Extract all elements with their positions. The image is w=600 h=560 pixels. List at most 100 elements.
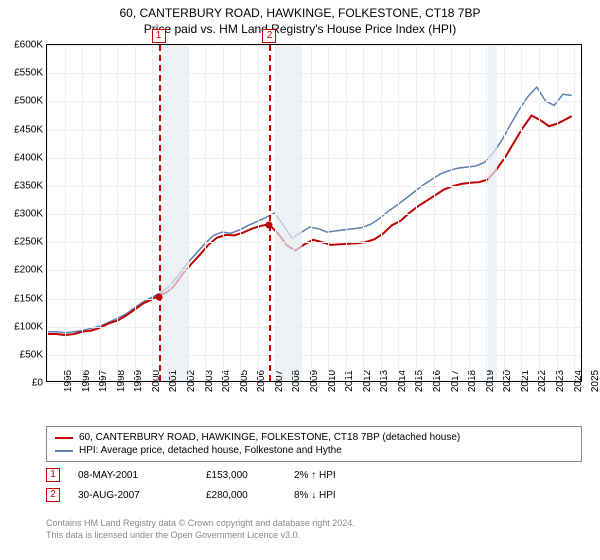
marker-number-box: 1: [152, 29, 166, 43]
gridline-v: [240, 45, 241, 381]
ytick-label: £550K: [14, 68, 47, 79]
xtick-label: 1996: [77, 370, 92, 392]
gridline-v: [346, 45, 347, 381]
ytick-label: £250K: [14, 237, 47, 248]
legend-swatch: [55, 450, 73, 452]
gridline-v: [398, 45, 399, 381]
ytick-label: £350K: [14, 180, 47, 191]
event-date: 08-MAY-2001: [78, 470, 188, 481]
gridline-v: [557, 45, 558, 381]
gridline-v: [82, 45, 83, 381]
shaded-band: [159, 45, 188, 381]
ytick-label: £600K: [14, 40, 47, 51]
event-price: £280,000: [206, 490, 276, 501]
title-line-2: Price paid vs. HM Land Registry's House …: [0, 22, 600, 36]
xtick-label: 2018: [463, 370, 478, 392]
legend-row-hpi: HPI: Average price, detached house, Folk…: [55, 444, 573, 457]
marker-number-box: 2: [262, 29, 276, 43]
xtick-label: 2017: [446, 370, 461, 392]
marker-line: [269, 45, 271, 381]
ytick-label: £500K: [14, 96, 47, 107]
xtick-label: 2022: [533, 370, 548, 392]
event-row: 1 08-MAY-2001 £153,000 2% ↑ HPI: [46, 468, 336, 482]
shaded-band: [275, 45, 301, 381]
gridline-h: [47, 355, 581, 356]
gridline-h: [47, 45, 581, 46]
xtick-label: 1995: [59, 370, 74, 392]
gridline-h: [47, 270, 581, 271]
gridline-v: [486, 45, 487, 381]
xtick-label: 2023: [551, 370, 566, 392]
marker-line: [159, 45, 161, 381]
xtick-label: 2002: [182, 370, 197, 392]
xtick-label: 2003: [200, 370, 215, 392]
gridline-h: [47, 327, 581, 328]
gridline-h: [47, 186, 581, 187]
gridline-v: [100, 45, 101, 381]
event-number-box: 1: [46, 468, 60, 482]
gridline-v: [504, 45, 505, 381]
gridline-v: [293, 45, 294, 381]
event-row: 2 30-AUG-2007 £280,000 8% ↓ HPI: [46, 488, 336, 502]
gridline-v: [223, 45, 224, 381]
chart-container: 60, CANTERBURY ROAD, HAWKINGE, FOLKESTON…: [0, 0, 600, 560]
ytick-label: £100K: [14, 321, 47, 332]
event-delta: 2% ↑ HPI: [294, 470, 336, 481]
series-svg: [47, 45, 581, 381]
ytick-label: £200K: [14, 265, 47, 276]
event-delta: 8% ↓ HPI: [294, 490, 336, 501]
xtick-label: 2020: [498, 370, 513, 392]
event-date: 30-AUG-2007: [78, 490, 188, 501]
xtick-label: 2021: [516, 370, 531, 392]
xtick-label: 2024: [569, 370, 584, 392]
footer-line-2: This data is licensed under the Open Gov…: [46, 530, 355, 542]
title-line-1: 60, CANTERBURY ROAD, HAWKINGE, FOLKESTON…: [0, 6, 600, 20]
ytick-label: £150K: [14, 293, 47, 304]
xtick-label: 2004: [217, 370, 232, 392]
xtick-label: 2011: [340, 370, 355, 392]
plot-area: £0£50K£100K£150K£200K£250K£300K£350K£400…: [46, 44, 582, 382]
ytick-label: £400K: [14, 152, 47, 163]
gridline-h: [47, 158, 581, 159]
gridline-v: [416, 45, 417, 381]
legend: 60, CANTERBURY ROAD, HAWKINGE, FOLKESTON…: [46, 426, 582, 462]
gridline-h: [47, 73, 581, 74]
footer-line-1: Contains HM Land Registry data © Crown c…: [46, 518, 355, 530]
xtick-label: 2025: [586, 370, 600, 392]
xtick-label: 2012: [358, 370, 373, 392]
gridline-v: [275, 45, 276, 381]
xtick-label: 2014: [393, 370, 408, 392]
gridline-v: [170, 45, 171, 381]
xtick-label: 2001: [164, 370, 179, 392]
ytick-label: £300K: [14, 209, 47, 220]
xtick-label: 2006: [252, 370, 267, 392]
gridline-h: [47, 214, 581, 215]
gridline-v: [363, 45, 364, 381]
gridline-v: [451, 45, 452, 381]
xtick-label: 2016: [428, 370, 443, 392]
event-number-box: 2: [46, 488, 60, 502]
marker-dot: [155, 293, 162, 300]
event-price: £153,000: [206, 470, 276, 481]
gridline-h: [47, 130, 581, 131]
gridline-v: [434, 45, 435, 381]
gridline-v: [328, 45, 329, 381]
gridline-h: [47, 101, 581, 102]
gridline-v: [539, 45, 540, 381]
xtick-label: 1997: [94, 370, 109, 392]
gridline-v: [47, 45, 48, 381]
ytick-label: £450K: [14, 124, 47, 135]
xtick-label: 2015: [410, 370, 425, 392]
footer-attribution: Contains HM Land Registry data © Crown c…: [46, 518, 355, 541]
shaded-band: [488, 45, 497, 381]
gridline-h: [47, 299, 581, 300]
gridline-v: [205, 45, 206, 381]
gridline-v: [521, 45, 522, 381]
gridline-v: [152, 45, 153, 381]
title-block: 60, CANTERBURY ROAD, HAWKINGE, FOLKESTON…: [0, 0, 600, 36]
ytick-label: £50K: [20, 349, 47, 360]
legend-label: HPI: Average price, detached house, Folk…: [79, 445, 342, 456]
marker-dot: [266, 222, 273, 229]
gridline-v: [381, 45, 382, 381]
xtick-label: 2008: [287, 370, 302, 392]
